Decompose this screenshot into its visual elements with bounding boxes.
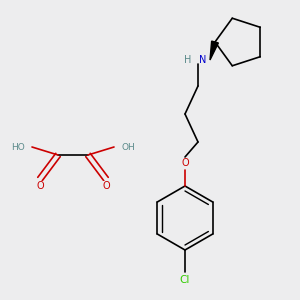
Text: O: O	[181, 158, 189, 168]
Text: N: N	[199, 55, 207, 65]
Text: H: H	[184, 55, 192, 65]
Text: HO: HO	[11, 142, 25, 152]
Polygon shape	[210, 41, 218, 60]
Text: OH: OH	[121, 142, 135, 152]
Text: O: O	[102, 181, 110, 191]
Text: Cl: Cl	[180, 275, 190, 285]
Text: O: O	[36, 181, 44, 191]
